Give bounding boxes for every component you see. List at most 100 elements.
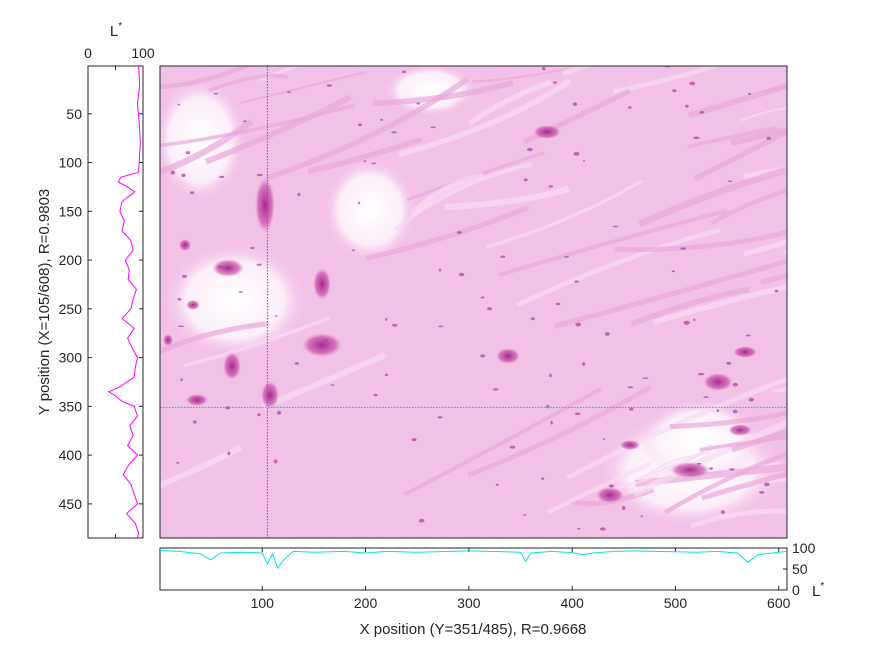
- tissue-nucleus: [273, 459, 278, 464]
- tissue-nucleus: [680, 247, 687, 250]
- bottom-profile-line: [160, 550, 787, 570]
- tissue-fibre: [772, 387, 787, 393]
- tissue-nucleus: [177, 298, 182, 301]
- tissue-fibre: [403, 386, 603, 497]
- tissue-nucleus: [384, 373, 389, 376]
- tissue-nucleus: [685, 104, 689, 108]
- tissue-nucleus: [509, 445, 516, 449]
- left-profile-title: L*: [110, 21, 122, 40]
- left-profile-panel: 50 100 150 200 250 300 350 400 450 0 100 L* Y posi…: [36, 21, 155, 539]
- tissue-fibre: [669, 410, 787, 430]
- tissue-nucleus: [391, 131, 397, 134]
- tissue-nucleus: [522, 514, 527, 516]
- tissue-nucleus-cluster: [496, 348, 520, 364]
- tissue-fibre: [688, 82, 787, 119]
- tissue-nucleus: [438, 325, 444, 328]
- left-ytick-label: 200: [59, 252, 83, 268]
- tissue-nucleus-cluster: [703, 373, 733, 391]
- tissue-fibre: [710, 187, 787, 225]
- tissue-nucleus: [411, 438, 417, 442]
- tissue-fibre: [730, 126, 787, 146]
- tissue-nucleus: [774, 289, 779, 293]
- tissue-fibre: [498, 208, 728, 278]
- tissue-nucleus: [177, 103, 181, 106]
- tissue-nucleus: [745, 334, 751, 337]
- tissue-nucleus: [640, 515, 644, 518]
- tissue-fibre: [562, 66, 595, 77]
- tissue-nucleus: [180, 378, 183, 382]
- left-ytick-label: 250: [59, 301, 83, 317]
- tissue-nucleus: [693, 318, 696, 321]
- tissue-nucleus: [391, 323, 398, 327]
- tissue-fibre: [823, 227, 875, 265]
- bottom-profile-ylabel: L*: [812, 581, 824, 600]
- tissue-nucleus: [326, 84, 333, 87]
- left-profile-line: [107, 66, 141, 538]
- tissue-nucleus: [541, 67, 546, 71]
- tissue-nucleus: [487, 307, 492, 311]
- tissue-nucleus: [709, 467, 714, 470]
- tissue-nucleus: [324, 339, 328, 343]
- tissue-nucleus: [526, 147, 533, 152]
- tissue-fibre: [160, 66, 252, 90]
- tissue-fibre: [173, 66, 180, 69]
- tissue-nucleus: [330, 384, 335, 386]
- tissue-image-panel[interactable]: [120, 0, 875, 538]
- tissue-nucleus: [430, 126, 437, 129]
- tissue-nucleus: [549, 373, 552, 378]
- tissue-nucleus: [176, 461, 180, 464]
- tissue-fibre: [204, 94, 353, 165]
- tissue-nucleus: [437, 416, 443, 419]
- tissue-nucleus: [574, 412, 581, 416]
- tissue-nucleus: [766, 136, 771, 140]
- tissue-nucleus: [170, 170, 175, 175]
- tissue-nucleus: [286, 91, 291, 94]
- tissue-nuclei: [163, 66, 779, 531]
- tissue-nucleus: [385, 317, 388, 321]
- tissue-fibre: [699, 435, 787, 452]
- tissue-nucleus-cluster: [261, 381, 279, 409]
- tissue-nucleus: [500, 255, 506, 259]
- tissue-nucleus: [672, 89, 677, 93]
- tissue-nucleus: [727, 180, 733, 183]
- tissue-nucleus: [627, 386, 634, 389]
- tissue-fibre: [393, 162, 533, 232]
- tissue-fibre: [690, 508, 787, 529]
- tissue-fibre: [804, 82, 875, 203]
- bottom-profile-xlabel: X position (Y=351/485), R=0.9668: [360, 621, 587, 638]
- tissue-fibre: [630, 286, 750, 327]
- tissue-nucleus: [748, 397, 754, 402]
- tissue-nucleus: [418, 518, 425, 523]
- tissue-nucleus-cluster: [302, 333, 342, 357]
- tissue-nucleus-cluster: [533, 125, 561, 139]
- left-ytick-label: 150: [59, 203, 83, 219]
- tissue-nucleus: [621, 506, 626, 510]
- tissue-fibre: [160, 103, 356, 148]
- tissue-nucleus: [480, 354, 486, 358]
- tissue-nucleus: [572, 102, 578, 106]
- tissue-fibre: [693, 128, 787, 182]
- tissue-nucleus: [582, 362, 586, 366]
- bottom-xtick-label: 300: [457, 595, 481, 611]
- tissue-nucleus: [276, 410, 282, 415]
- tissue-nucleus: [764, 482, 770, 487]
- tissue-nucleus: [726, 361, 732, 365]
- left-ytick-label: 50: [66, 106, 82, 122]
- tissue-fibre: [701, 471, 787, 501]
- tissue-nucleus: [294, 362, 300, 365]
- tissue-nucleus: [190, 191, 195, 195]
- tissue-fibre: [444, 185, 570, 211]
- tissue-fibre: [613, 66, 723, 94]
- tissue-fibre: [638, 166, 787, 228]
- tissue-nucleus: [363, 160, 367, 163]
- tissue-nucleus: [373, 393, 378, 397]
- tissue-nucleus: [238, 291, 243, 293]
- bottom-xtick-label: 600: [767, 595, 791, 611]
- tissue-fibre: [516, 227, 721, 308]
- left-ytick-label: 100: [59, 155, 83, 171]
- tissue-nucleus: [456, 231, 462, 234]
- tissue-fibre: [485, 179, 644, 249]
- bottom-xtick-label: 400: [560, 595, 584, 611]
